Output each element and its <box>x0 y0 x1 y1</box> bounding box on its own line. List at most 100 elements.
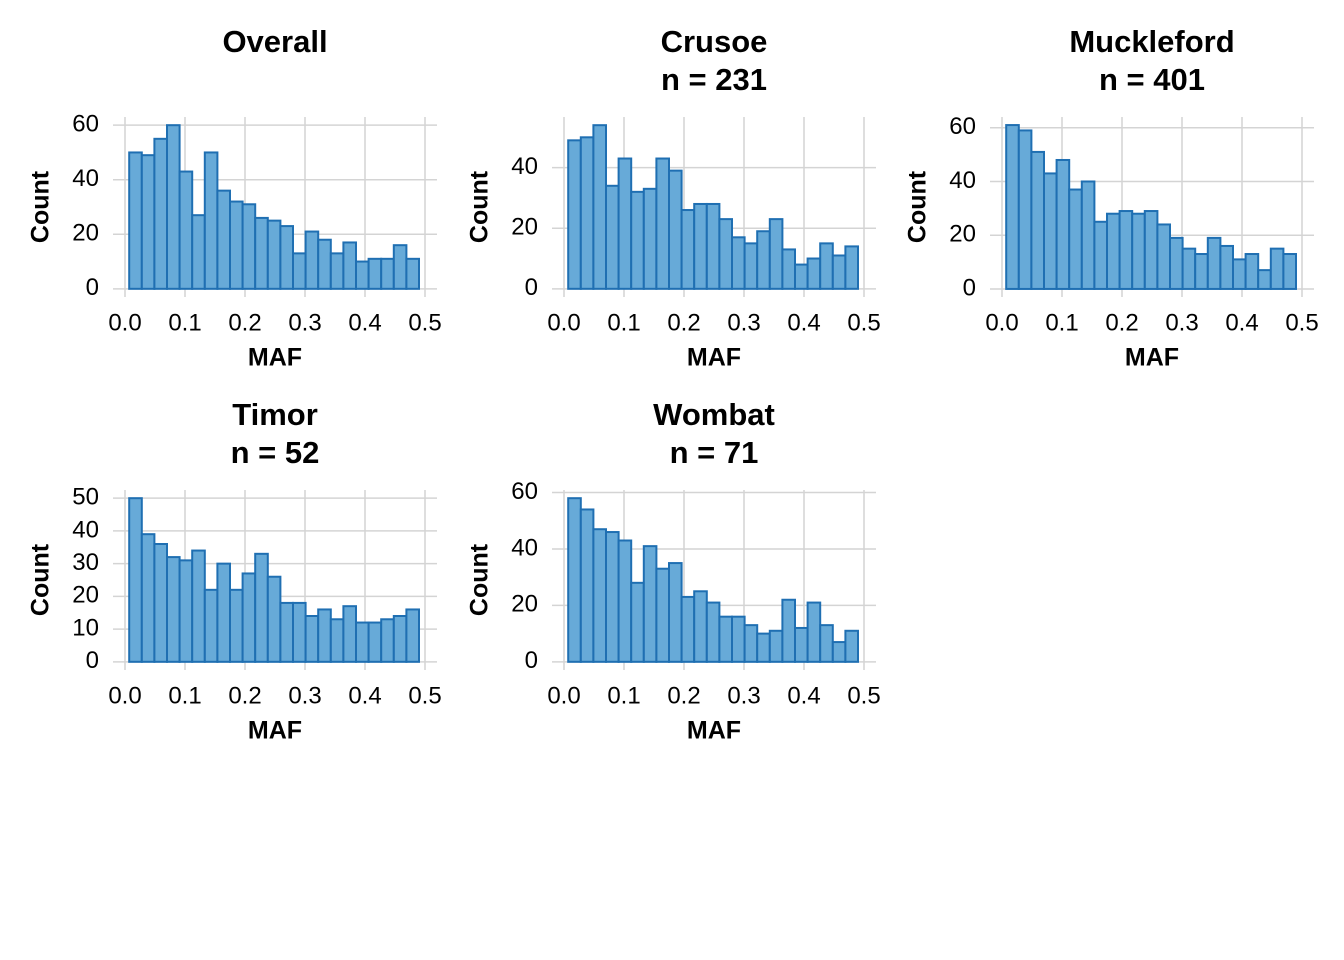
bar <box>203 588 219 663</box>
bar <box>266 219 282 290</box>
bar <box>831 641 847 663</box>
x-tick-label: 0.1 <box>168 309 201 336</box>
bar <box>668 562 683 663</box>
x-tick-label: 0.2 <box>1105 309 1138 336</box>
bar <box>1043 172 1058 290</box>
bar <box>579 508 595 663</box>
bar <box>844 629 860 663</box>
bar <box>229 200 244 290</box>
chart-subtitle: n = 71 <box>670 435 759 470</box>
x-tick-label: 0.4 <box>348 682 381 709</box>
bar <box>731 615 746 663</box>
bar <box>241 203 257 290</box>
bar <box>178 559 194 663</box>
bar <box>254 552 269 663</box>
x-axis-label: MAF <box>687 717 741 745</box>
bar <box>819 624 834 663</box>
bar <box>743 242 759 290</box>
bar <box>166 556 181 663</box>
bar <box>592 124 608 290</box>
x-tick-label: 0.5 <box>1285 309 1318 336</box>
x-tick-label: 0.2 <box>228 682 261 709</box>
bar <box>1118 210 1134 290</box>
y-tick-label: 0 <box>86 274 99 301</box>
bar <box>254 216 269 290</box>
bar <box>680 209 696 290</box>
bar <box>756 632 771 663</box>
bar <box>1005 124 1020 290</box>
bar <box>1143 210 1159 290</box>
y-tick-label: 20 <box>511 214 538 241</box>
bar <box>367 621 383 663</box>
x-tick-label: 0.0 <box>547 682 580 709</box>
bar <box>794 263 809 290</box>
x-tick-label: 0.5 <box>847 309 880 336</box>
bar <box>392 615 408 663</box>
bar <box>380 257 395 290</box>
y-tick-label: 40 <box>72 516 99 543</box>
bar <box>781 248 797 290</box>
chart-title: Muckleford <box>1069 24 1234 59</box>
bar <box>153 543 168 663</box>
bar <box>1282 253 1298 290</box>
bar <box>128 151 143 290</box>
x-tick-label: 0.2 <box>667 682 700 709</box>
x-tick-label: 0.2 <box>228 309 261 336</box>
y-tick-label: 0 <box>525 647 538 674</box>
chart-subtitle: n = 401 <box>1099 62 1205 97</box>
bar <box>191 214 206 290</box>
x-tick-label: 0.3 <box>1165 309 1198 336</box>
bar <box>1131 212 1146 290</box>
y-axis-label: Count <box>466 170 494 243</box>
bar <box>781 598 797 663</box>
chart-subtitle: n = 52 <box>231 435 320 470</box>
x-tick-label: 0.2 <box>667 309 700 336</box>
x-tick-label: 0.1 <box>168 682 201 709</box>
chart-subtitle: n = 231 <box>661 62 767 97</box>
bar <box>617 157 633 290</box>
bar <box>1093 220 1109 290</box>
bar <box>304 615 320 663</box>
x-axis-label: MAF <box>1125 344 1179 372</box>
bar <box>367 257 383 290</box>
bar <box>178 170 194 290</box>
y-tick-label: 60 <box>949 113 976 140</box>
bar <box>380 618 395 663</box>
bar <box>266 575 282 663</box>
bar <box>1194 253 1209 290</box>
bar <box>1156 223 1172 290</box>
bar <box>405 257 420 290</box>
x-tick-label: 0.3 <box>727 309 760 336</box>
y-tick-label: 10 <box>72 614 99 641</box>
x-axis-label: MAF <box>248 717 302 745</box>
bar <box>1030 150 1046 290</box>
bar <box>216 189 231 290</box>
bar <box>317 238 332 290</box>
bar <box>680 595 696 663</box>
bar <box>819 242 834 290</box>
x-tick-label: 0.5 <box>847 682 880 709</box>
bar <box>605 184 620 290</box>
bar <box>1169 236 1184 290</box>
bar <box>1244 253 1260 290</box>
bar <box>304 230 320 290</box>
y-tick-label: 40 <box>72 165 99 192</box>
bar <box>1219 244 1235 290</box>
x-tick-label: 0.3 <box>288 309 321 336</box>
bar <box>794 626 809 663</box>
bar <box>355 621 370 663</box>
bar <box>655 157 671 290</box>
bar <box>806 257 822 290</box>
x-tick-label: 0.4 <box>1225 309 1258 336</box>
bar <box>693 202 708 290</box>
bar <box>128 497 143 663</box>
bar <box>592 528 608 663</box>
bar <box>279 601 294 663</box>
y-tick-label: 20 <box>949 221 976 248</box>
bar <box>693 590 708 663</box>
y-tick-label: 60 <box>72 111 99 138</box>
bar <box>1080 180 1096 290</box>
bar <box>1257 269 1272 290</box>
bar <box>279 225 294 290</box>
y-tick-label: 20 <box>72 582 99 609</box>
